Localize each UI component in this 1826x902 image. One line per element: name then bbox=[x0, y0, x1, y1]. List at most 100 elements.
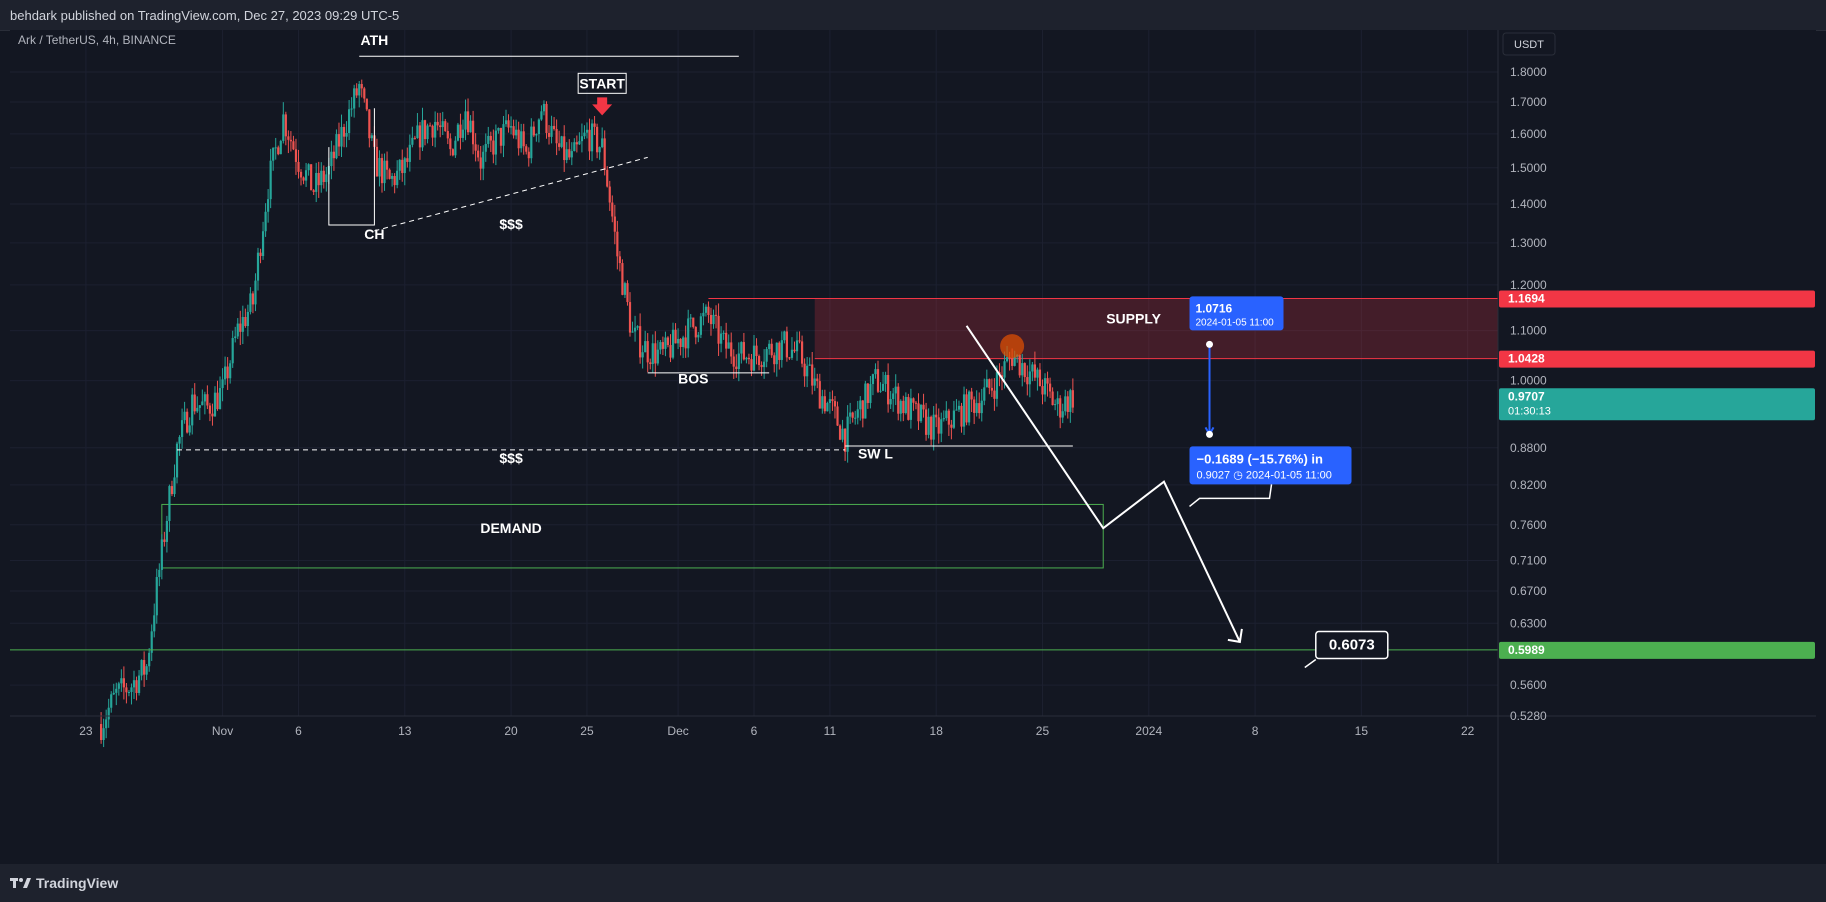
candle-body bbox=[1038, 369, 1042, 387]
candle-body bbox=[568, 149, 571, 158]
time-tick-label: 11 bbox=[824, 724, 837, 738]
label-start: START bbox=[579, 75, 625, 91]
candle-body bbox=[654, 343, 657, 364]
candle-body bbox=[687, 318, 690, 349]
candle-body bbox=[646, 341, 649, 363]
candle-body bbox=[186, 411, 189, 433]
candle-body bbox=[666, 337, 670, 346]
candle-body bbox=[570, 151, 573, 158]
candle-body bbox=[292, 141, 295, 150]
candle-body bbox=[881, 383, 885, 391]
callout-pointer bbox=[1304, 658, 1317, 669]
candle-body bbox=[277, 147, 280, 155]
candle-body bbox=[795, 340, 799, 352]
candle-body bbox=[191, 394, 194, 426]
candle-body bbox=[385, 160, 389, 170]
candle-body bbox=[785, 331, 788, 358]
candle-body bbox=[459, 124, 462, 138]
candle-body bbox=[659, 342, 662, 350]
time-tick-label: 13 bbox=[398, 724, 412, 738]
candle-body bbox=[608, 186, 611, 203]
candle-body bbox=[428, 125, 432, 127]
candle-body bbox=[499, 128, 503, 146]
candle-body bbox=[380, 158, 384, 184]
candle-body bbox=[547, 132, 551, 137]
candle-body bbox=[1018, 354, 1021, 376]
label-supply-label: SUPPLY bbox=[1106, 311, 1161, 327]
candle-body bbox=[626, 283, 629, 303]
label-bos-label: BOS bbox=[678, 370, 708, 386]
candle-body bbox=[737, 353, 740, 370]
price-badge-last-price bbox=[1499, 388, 1815, 421]
time-tick-label: 2024 bbox=[1135, 724, 1162, 738]
tradingview-brand[interactable]: TradingView bbox=[10, 875, 118, 891]
candle-body bbox=[924, 409, 928, 435]
candle-body bbox=[833, 401, 837, 407]
measure-end-point bbox=[1206, 430, 1214, 438]
candle-body bbox=[332, 151, 336, 159]
candle-body bbox=[145, 666, 148, 675]
candle-body bbox=[297, 161, 300, 172]
candle-body bbox=[269, 160, 272, 200]
candle-body bbox=[216, 392, 219, 410]
candle-body bbox=[768, 343, 771, 350]
candle-body bbox=[208, 405, 212, 414]
candle-body bbox=[226, 366, 229, 379]
candle-body bbox=[532, 126, 535, 136]
price-tick-label: 0.8800 bbox=[1510, 441, 1547, 455]
candle-body bbox=[983, 387, 986, 401]
candle-body bbox=[477, 150, 480, 158]
time-tick-label: 6 bbox=[295, 724, 302, 738]
candle-body bbox=[482, 151, 485, 169]
candle-body bbox=[889, 399, 892, 405]
candle-body bbox=[970, 391, 973, 400]
candle-body bbox=[535, 134, 538, 136]
candle-body bbox=[704, 306, 708, 313]
candle-body bbox=[434, 121, 437, 138]
time-tick-label: 15 bbox=[1355, 724, 1369, 738]
time-tick-label: Dec bbox=[667, 724, 688, 738]
price-tick-label: 1.2000 bbox=[1510, 278, 1547, 292]
chart-frame[interactable]: START CH $$$ ATH BOS SW L $$$ DEMAND SUPPLY 1.071… bbox=[10, 30, 1816, 863]
candle-body bbox=[712, 314, 715, 325]
candle-body bbox=[411, 137, 414, 145]
candle-body bbox=[340, 126, 343, 147]
candle-body bbox=[841, 428, 844, 440]
candle-body bbox=[540, 111, 543, 120]
candle-body bbox=[1021, 363, 1024, 376]
candle-body bbox=[583, 132, 586, 137]
candle-body bbox=[603, 138, 606, 170]
chart-canvas[interactable]: START CH $$$ ATH BOS SW L $$$ DEMAND SUPPLY 1.071… bbox=[10, 30, 1816, 863]
candle-body bbox=[363, 88, 366, 99]
candle-body bbox=[474, 144, 477, 151]
candle-body bbox=[408, 144, 411, 162]
candle-body bbox=[423, 120, 427, 140]
candle-body bbox=[613, 216, 616, 232]
candle-body bbox=[664, 337, 667, 349]
label-liquidity-lower: $$$ bbox=[499, 450, 523, 466]
candle-body bbox=[816, 378, 819, 382]
label-ath-label: ATH bbox=[361, 32, 389, 48]
price-badge-text-last-price: 0.9707 bbox=[1508, 389, 1545, 403]
candle-body bbox=[952, 410, 956, 428]
candle-body bbox=[869, 384, 872, 403]
candle-body bbox=[859, 400, 862, 410]
projection-path bbox=[965, 325, 1241, 643]
candle-body bbox=[320, 170, 323, 186]
candle-body bbox=[1031, 364, 1034, 372]
price-tick-label: 1.3000 bbox=[1510, 236, 1547, 250]
candle-body bbox=[125, 687, 128, 693]
candle-body bbox=[466, 111, 470, 133]
candle-body bbox=[545, 103, 548, 133]
candle-body bbox=[117, 683, 120, 689]
candle-body bbox=[110, 694, 113, 708]
price-tick-label: 0.7100 bbox=[1510, 553, 1547, 567]
candle-body bbox=[274, 147, 277, 149]
time-tick-label: 18 bbox=[930, 724, 944, 738]
candle-body bbox=[294, 149, 298, 162]
candle-body bbox=[593, 123, 596, 127]
candle-body bbox=[537, 119, 540, 135]
candle-body bbox=[661, 342, 664, 349]
candle-body bbox=[727, 342, 730, 349]
candle-body bbox=[489, 135, 492, 141]
